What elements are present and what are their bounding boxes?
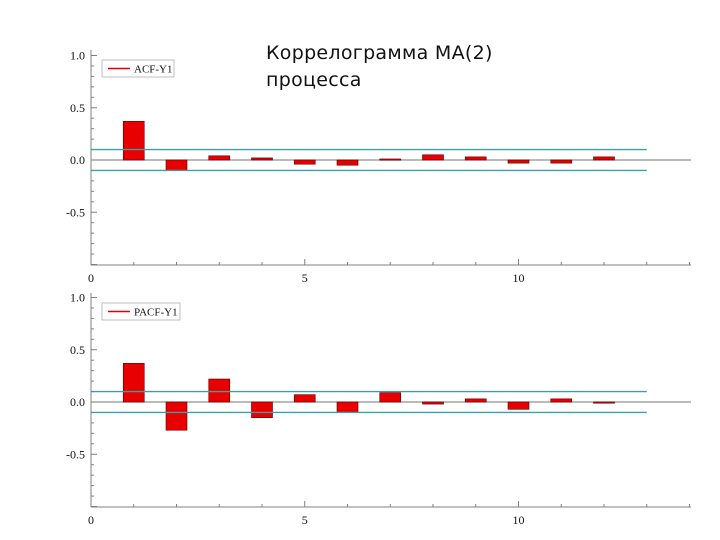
y-tick-label: -0.5 [66, 205, 85, 219]
y-tick-label: -0.5 [66, 447, 85, 461]
x-tick-label: 5 [302, 271, 308, 285]
bar [122, 121, 145, 161]
bar [208, 378, 231, 403]
x-tick-label: 5 [302, 513, 308, 527]
bar [379, 158, 402, 161]
bar [165, 401, 188, 431]
legend-box [101, 302, 181, 321]
legend-box [101, 59, 175, 78]
x-tick-label: 10 [513, 271, 525, 285]
bar [593, 401, 615, 404]
bar [464, 156, 487, 161]
bar [122, 363, 145, 403]
y-tick-label: 1.0 [70, 49, 85, 63]
bar [550, 398, 573, 403]
x-tick-label: 0 [88, 271, 94, 285]
y-tick-label: 0.0 [70, 395, 85, 409]
bar [379, 392, 402, 403]
bar [507, 401, 530, 410]
bar [336, 401, 359, 413]
bar [251, 157, 273, 161]
bar [293, 394, 316, 403]
x-tick-label: 0 [88, 513, 94, 527]
bar [550, 159, 573, 164]
bar [422, 401, 444, 405]
bar [165, 159, 188, 171]
x-tick-label: 10 [513, 513, 525, 527]
legend: ACF-Y1 [101, 59, 175, 78]
y-tick-label: 0.5 [70, 343, 85, 357]
legend-label: ACF-Y1 [134, 64, 173, 76]
chart-panel-1: 1.0 0.5 0.0 -0.5 0 5 10 ACF-Y1 [66, 49, 691, 285]
y-tick-label: 0.5 [70, 101, 85, 115]
y-tick-label: 0.0 [70, 153, 85, 167]
bar [293, 159, 316, 165]
bar [336, 159, 359, 166]
chart-panel-2: 1.0 0.5 0.0 -0.5 0 5 10 PACF-Y1 [66, 291, 691, 527]
bar [507, 159, 530, 164]
legend: PACF-Y1 [101, 302, 181, 321]
bar [464, 398, 487, 403]
bar [208, 155, 231, 161]
bar [422, 154, 444, 161]
legend-label: PACF-Y1 [134, 307, 178, 319]
y-tick-label: 1.0 [70, 291, 85, 305]
slide-title: Коррелограмма МА(2) процесса [266, 42, 493, 91]
bar [593, 156, 615, 161]
bar [251, 401, 273, 418]
